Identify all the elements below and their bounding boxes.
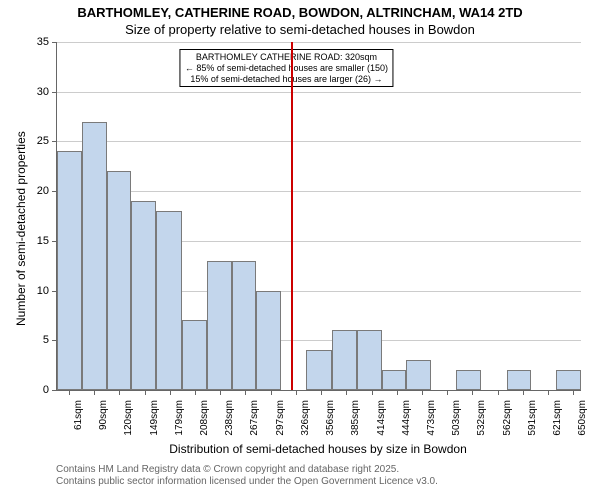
marker-line <box>291 42 293 390</box>
y-tick-label: 20 <box>37 185 57 197</box>
histogram-bar <box>357 330 382 390</box>
histogram-bar <box>306 350 332 390</box>
gridline <box>57 92 581 93</box>
x-tick-label: 179sqm <box>174 396 185 436</box>
x-axis-label: Distribution of semi-detached houses by … <box>56 442 580 456</box>
histogram-bar <box>556 370 581 390</box>
chart-title-line1: BARTHOMLEY, CATHERINE ROAD, BOWDON, ALTR… <box>0 5 600 20</box>
x-tick-label: 326sqm <box>300 396 311 436</box>
y-tick-label: 15 <box>37 235 57 247</box>
x-tick-label: 267sqm <box>249 396 260 436</box>
x-tick-label: 444sqm <box>401 396 412 436</box>
x-tick-label: 473sqm <box>426 396 437 436</box>
x-tick-label: 149sqm <box>149 396 160 436</box>
y-tick-label: 0 <box>43 384 57 396</box>
y-tick-label: 5 <box>43 334 57 346</box>
x-tick-label: 591sqm <box>527 396 538 436</box>
histogram-bar <box>507 370 532 390</box>
x-tick-label: 385sqm <box>350 396 361 436</box>
x-tick <box>397 390 398 395</box>
annotation-line3: 15% of semi-detached houses are larger (… <box>185 74 388 85</box>
y-tick-label: 10 <box>37 285 57 297</box>
y-tick-label: 30 <box>37 86 57 98</box>
annotation-line1: BARTHOMLEY CATHERINE ROAD: 320sqm <box>185 52 388 63</box>
footer-line1: Contains HM Land Registry data © Crown c… <box>56 464 399 475</box>
annotation-line2: ← 85% of semi-detached houses are smalle… <box>185 63 388 74</box>
chart-title-line2: Size of property relative to semi-detach… <box>0 22 600 37</box>
histogram-bar <box>182 320 207 390</box>
histogram-bar <box>256 291 281 390</box>
histogram-bar <box>456 370 481 390</box>
y-tick-label: 35 <box>37 36 57 48</box>
x-tick-label: 90sqm <box>98 396 109 430</box>
x-tick-label: 414sqm <box>376 396 387 436</box>
histogram-bar <box>382 370 407 390</box>
y-tick-label: 25 <box>37 135 57 147</box>
histogram-bar <box>207 261 232 390</box>
histogram-bar <box>232 261 257 390</box>
annotation-box: BARTHOMLEY CATHERINE ROAD: 320sqm ← 85% … <box>180 49 393 87</box>
x-tick-label: 503sqm <box>451 396 462 436</box>
histogram-bar <box>406 360 431 390</box>
plot-area: BARTHOMLEY CATHERINE ROAD: 320sqm ← 85% … <box>56 42 581 391</box>
histogram-bar <box>82 122 107 390</box>
x-tick <box>296 390 297 395</box>
x-tick-label: 650sqm <box>577 396 588 436</box>
footer-line2: Contains public sector information licen… <box>56 476 438 487</box>
x-tick-label: 562sqm <box>502 396 513 436</box>
x-tick-label: 208sqm <box>199 396 210 436</box>
y-axis-label: Number of semi-detached properties <box>14 131 28 326</box>
gridline <box>57 191 581 192</box>
x-tick-label: 238sqm <box>224 396 235 436</box>
x-tick <box>548 390 549 395</box>
x-tick <box>447 390 448 395</box>
x-tick <box>145 390 146 395</box>
x-tick-label: 297sqm <box>275 396 286 436</box>
x-tick <box>498 390 499 395</box>
gridline <box>57 141 581 142</box>
x-tick <box>346 390 347 395</box>
x-tick <box>573 390 574 395</box>
x-tick <box>94 390 95 395</box>
histogram-bar <box>332 330 357 390</box>
x-tick-label: 356sqm <box>325 396 336 436</box>
x-tick <box>195 390 196 395</box>
x-tick <box>220 390 221 395</box>
x-tick <box>422 390 423 395</box>
histogram-bar <box>107 171 132 390</box>
x-tick <box>170 390 171 395</box>
x-tick-label: 532sqm <box>476 396 487 436</box>
x-tick <box>321 390 322 395</box>
x-tick <box>523 390 524 395</box>
x-tick <box>69 390 70 395</box>
histogram-bar <box>57 151 82 390</box>
x-tick-label: 621sqm <box>552 396 563 436</box>
histogram-bar <box>156 211 182 390</box>
x-tick-label: 120sqm <box>123 396 134 436</box>
x-tick <box>372 390 373 395</box>
x-tick <box>119 390 120 395</box>
histogram-bar <box>131 201 156 390</box>
gridline <box>57 42 581 43</box>
x-tick-label: 61sqm <box>73 396 84 430</box>
x-tick <box>245 390 246 395</box>
x-tick <box>271 390 272 395</box>
x-tick <box>472 390 473 395</box>
